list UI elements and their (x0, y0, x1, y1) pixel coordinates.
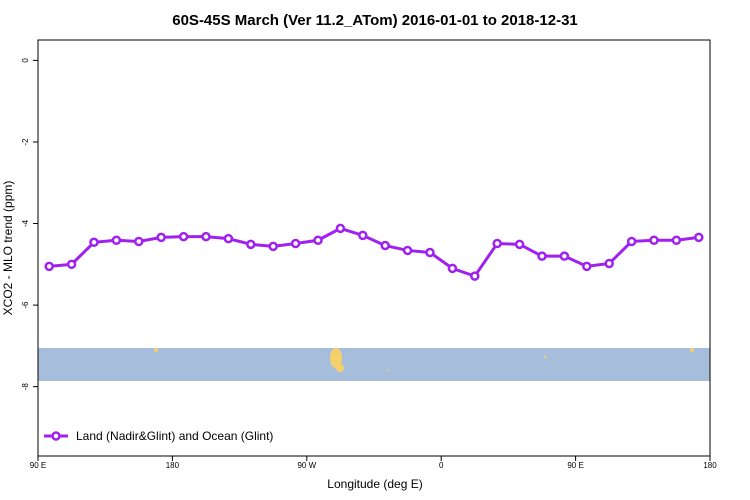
y-tick-label: -4 (21, 219, 30, 227)
y-axis-label: XCO2 - MLO trend (ppm) (1, 181, 15, 316)
point (156, 232, 166, 243)
legend-marker (51, 431, 61, 441)
point (201, 231, 211, 242)
point (694, 232, 704, 243)
point (559, 251, 570, 261)
point (582, 261, 592, 272)
point (44, 261, 54, 272)
point (447, 263, 458, 274)
point (402, 245, 413, 256)
point (134, 236, 144, 247)
map-land (154, 348, 694, 372)
y-tick-label: -6 (21, 301, 30, 309)
plot-frame (37, 39, 711, 457)
map-ocean-band (38, 348, 710, 381)
point (358, 230, 368, 241)
point (492, 238, 502, 249)
point (671, 235, 682, 246)
point (380, 240, 390, 251)
point (290, 238, 301, 249)
y-tick-label: -2 (21, 138, 30, 146)
point (425, 247, 435, 258)
legend-label: Land (Nadir&Glint) and Ocean (Glint) (76, 429, 273, 443)
point (223, 233, 234, 244)
point (268, 241, 278, 252)
y-tick-label: 0 (21, 58, 30, 63)
chart-title: 60S-45S March (Ver 11.2_ATom) 2016-01-01… (172, 12, 578, 29)
x-tick-label: 180 (166, 461, 180, 470)
series-line (49, 226, 699, 278)
point (649, 235, 659, 246)
y-tick-label: -8 (21, 383, 30, 391)
point (313, 235, 323, 246)
point (111, 235, 122, 246)
point (604, 258, 614, 269)
x-tick-label: 0 (439, 461, 444, 470)
point (470, 271, 480, 281)
point (178, 231, 189, 242)
point (626, 236, 637, 247)
x-tick-label: 90 E (30, 461, 46, 470)
point (246, 239, 256, 250)
point (537, 251, 547, 261)
point (89, 237, 99, 248)
x-axis-label: Longitude (deg E) (327, 477, 422, 491)
point (66, 259, 77, 270)
x-tick-label: 90 W (297, 461, 316, 470)
point (514, 239, 525, 250)
x-tick-label: 180 (703, 461, 717, 470)
point (335, 223, 346, 234)
x-tick-label: 90 E (567, 461, 583, 470)
